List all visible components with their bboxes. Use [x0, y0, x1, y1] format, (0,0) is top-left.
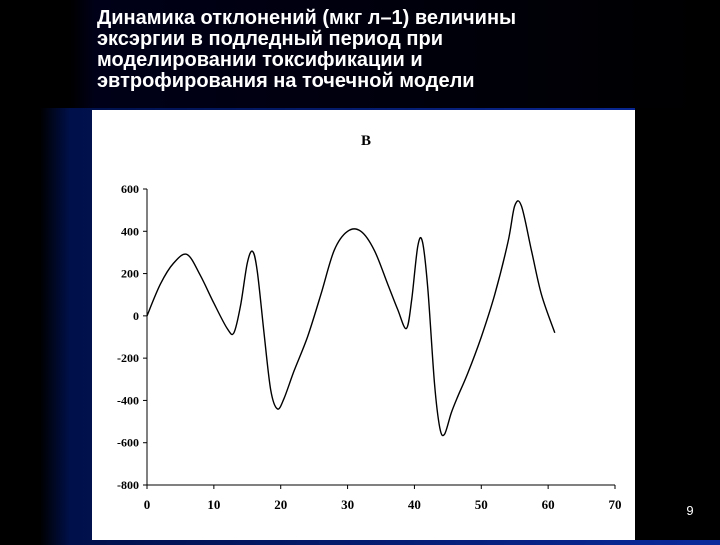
slide-title: Динамика отклонений (мкг л–1) величины э…: [97, 7, 517, 92]
y-tick-label: 0: [133, 309, 139, 323]
page-number: 9: [686, 503, 694, 518]
panel-label: В: [361, 133, 371, 149]
y-axis-ticks: 600 400 200 0 -200 -400 -600 -800: [117, 182, 147, 492]
x-tick-label: 40: [408, 497, 421, 512]
x-tick-label: 0: [144, 497, 151, 512]
y-tick-label: 400: [121, 224, 139, 238]
y-tick-label: 200: [121, 267, 139, 281]
line-chart: В 600 400 200 0 -200 -400 -600 -800 0 10 20 30 40 50…: [117, 133, 622, 512]
y-tick-label: -800: [117, 478, 139, 492]
x-axis-ticks: 0 10 20 30 40 50 60 70: [144, 485, 622, 512]
y-tick-label: 600: [121, 182, 139, 196]
right-margin: [635, 108, 720, 540]
x-tick-label: 10: [207, 497, 220, 512]
y-tick-label: -400: [117, 393, 139, 407]
chart-panel: В 600 400 200 0 -200 -400 -600 -800 0 10 20 30 40 50…: [92, 110, 635, 540]
y-tick-label: -200: [117, 351, 139, 365]
chart-axes: [146, 189, 615, 486]
series-line: [146, 200, 556, 437]
x-tick-label: 50: [475, 497, 488, 512]
chart-series: [146, 200, 556, 437]
y-tick-label: -600: [117, 436, 139, 450]
x-tick-label: 70: [609, 497, 622, 512]
title-band: [0, 0, 720, 108]
x-tick-label: 60: [542, 497, 555, 512]
x-tick-label: 30: [341, 497, 354, 512]
x-tick-label: 20: [274, 497, 287, 512]
